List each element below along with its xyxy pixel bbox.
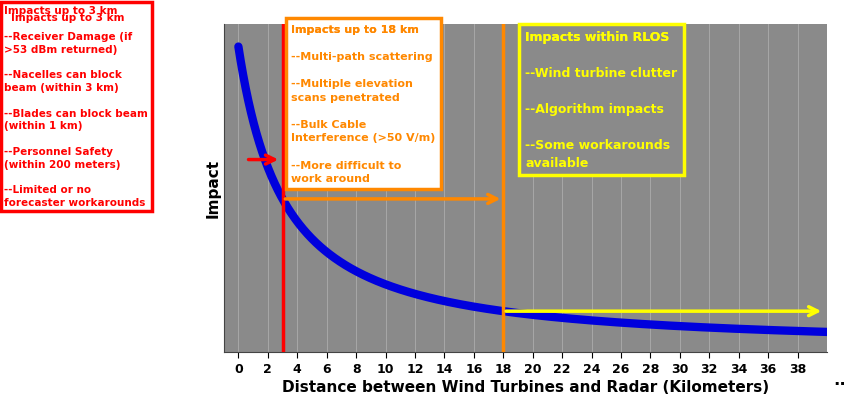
Text: Impacts within RLOS: Impacts within RLOS	[526, 31, 670, 44]
Text: Impacts up to 18 km

--Multi-path scattering

--Multiple elevation
scans penetra: Impacts up to 18 km --Multi-path scatter…	[291, 25, 436, 184]
Text: Impacts within RLOS

--Wind turbine clutter

--Algorithm impacts

--Some workaro: Impacts within RLOS --Wind turbine clutt…	[526, 31, 678, 170]
Text: ...: ...	[833, 370, 844, 388]
Text: Impacts up to 18 km: Impacts up to 18 km	[291, 25, 419, 34]
Y-axis label: Impact: Impact	[206, 159, 221, 218]
X-axis label: Distance between Wind Turbines and Radar (Kilometers): Distance between Wind Turbines and Radar…	[282, 379, 769, 394]
Text: Impacts up to 3 km: Impacts up to 3 km	[11, 13, 124, 23]
Text: Impacts up to 3 km

--Receiver Damage (if
>53 dBm returned)

--Nacelles can bloc: Impacts up to 3 km --Receiver Damage (if…	[4, 6, 148, 208]
